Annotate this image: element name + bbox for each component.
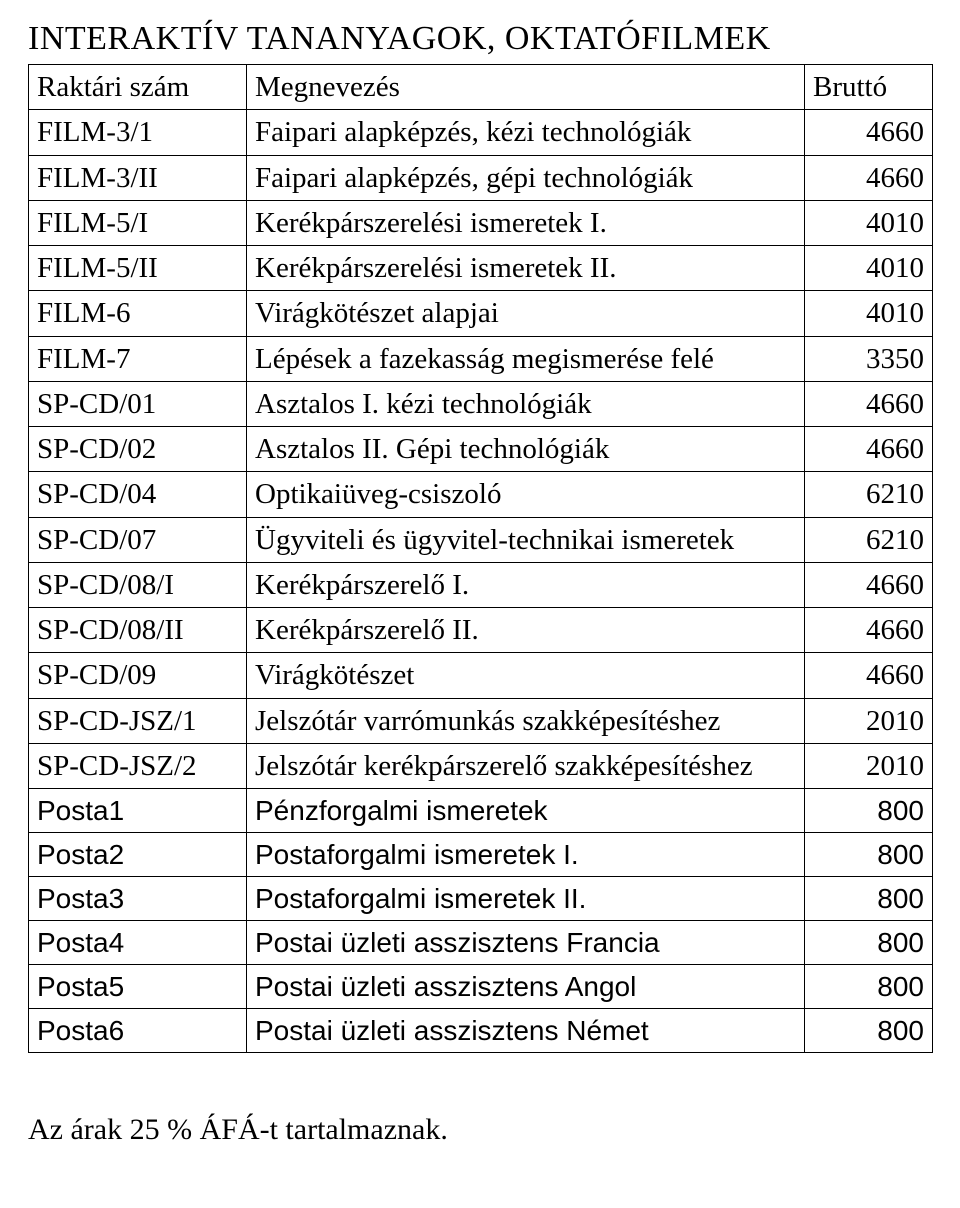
cell-price: 4010	[805, 246, 933, 291]
cell-id: SP-CD-JSZ/2	[29, 743, 247, 788]
cell-id: SP-CD/02	[29, 427, 247, 472]
table-row: FILM-3/1Faipari alapképzés, kézi technol…	[29, 110, 933, 155]
page-title: INTERAKTÍV TANANYAGOK, OKTATÓFILMEK	[28, 20, 932, 58]
cell-price: 800	[805, 921, 933, 965]
cell-price: 4660	[805, 110, 933, 155]
table-row: FILM-3/IIFaipari alapképzés, gépi techno…	[29, 155, 933, 200]
cell-price: 4010	[805, 291, 933, 336]
cell-name: Kerékpárszerelő I.	[247, 562, 805, 607]
cell-id: Posta3	[29, 877, 247, 921]
cell-name: Lépések a fazekasság megismerése felé	[247, 336, 805, 381]
cell-price: 800	[805, 833, 933, 877]
cell-price: 4010	[805, 200, 933, 245]
cell-id: FILM-3/1	[29, 110, 247, 155]
cell-price: 800	[805, 789, 933, 833]
cell-name: Postai üzleti asszisztens Német	[247, 1009, 805, 1053]
cell-name: Asztalos II. Gépi technológiák	[247, 427, 805, 472]
cell-price: 4660	[805, 562, 933, 607]
cell-name: Optikaiüveg-csiszoló	[247, 472, 805, 517]
cell-id: FILM-7	[29, 336, 247, 381]
table-row: SP-CD-JSZ/1Jelszótár varrómunkás szakkép…	[29, 698, 933, 743]
cell-price: 6210	[805, 472, 933, 517]
table-row: SP-CD/09Virágkötészet4660	[29, 653, 933, 698]
header-name: Megnevezés	[247, 65, 805, 110]
cell-id: Posta4	[29, 921, 247, 965]
table-row: FILM-7Lépések a fazekasság megismerése f…	[29, 336, 933, 381]
cell-id: SP-CD/08/I	[29, 562, 247, 607]
cell-price: 4660	[805, 427, 933, 472]
cell-name: Kerékpárszerelési ismeretek II.	[247, 246, 805, 291]
cell-name: Virágkötészet	[247, 653, 805, 698]
cell-name: Postai üzleti asszisztens Francia	[247, 921, 805, 965]
cell-id: FILM-3/II	[29, 155, 247, 200]
table-row: FILM-5/IIKerékpárszerelési ismeretek II.…	[29, 246, 933, 291]
cell-name: Jelszótár kerékpárszerelő szakképesítésh…	[247, 743, 805, 788]
header-id: Raktári szám	[29, 65, 247, 110]
table-row: Posta2Postaforgalmi ismeretek I.800	[29, 833, 933, 877]
cell-id: SP-CD-JSZ/1	[29, 698, 247, 743]
table-row: SP-CD/01Asztalos I. kézi technológiák466…	[29, 381, 933, 426]
table-row: SP-CD/04Optikaiüveg-csiszoló6210	[29, 472, 933, 517]
cell-name: Postai üzleti asszisztens Angol	[247, 965, 805, 1009]
cell-name: Faipari alapképzés, gépi technológiák	[247, 155, 805, 200]
table-row: FILM-6Virágkötészet alapjai4010	[29, 291, 933, 336]
cell-id: Posta5	[29, 965, 247, 1009]
cell-price: 3350	[805, 336, 933, 381]
cell-name: Kerékpárszerelő II.	[247, 608, 805, 653]
cell-id: FILM-5/II	[29, 246, 247, 291]
cell-id: SP-CD/09	[29, 653, 247, 698]
cell-name: Ügyviteli és ügyvitel-technikai ismerete…	[247, 517, 805, 562]
table-row: Posta6Postai üzleti asszisztens Német800	[29, 1009, 933, 1053]
footer-note: Az árak 25 % ÁFÁ-t tartalmaznak.	[28, 1113, 932, 1147]
cell-id: Posta2	[29, 833, 247, 877]
cell-id: SP-CD/01	[29, 381, 247, 426]
cell-name: Jelszótár varrómunkás szakképesítéshez	[247, 698, 805, 743]
cell-name: Postaforgalmi ismeretek I.	[247, 833, 805, 877]
cell-name: Postaforgalmi ismeretek II.	[247, 877, 805, 921]
table-row: FILM-5/IKerékpárszerelési ismeretek I.40…	[29, 200, 933, 245]
cell-name: Kerékpárszerelési ismeretek I.	[247, 200, 805, 245]
product-table: Raktári szám Megnevezés Bruttó FILM-3/1F…	[28, 64, 933, 1053]
cell-id: SP-CD/04	[29, 472, 247, 517]
cell-name: Asztalos I. kézi technológiák	[247, 381, 805, 426]
cell-id: Posta6	[29, 1009, 247, 1053]
table-header-row: Raktári szám Megnevezés Bruttó	[29, 65, 933, 110]
cell-price: 6210	[805, 517, 933, 562]
table-row: SP-CD/07Ügyviteli és ügyvitel-technikai …	[29, 517, 933, 562]
cell-name: Pénzforgalmi ismeretek	[247, 789, 805, 833]
cell-price: 4660	[805, 381, 933, 426]
cell-price: 2010	[805, 743, 933, 788]
cell-price: 4660	[805, 608, 933, 653]
cell-name: Faipari alapképzés, kézi technológiák	[247, 110, 805, 155]
table-row: Posta4Postai üzleti asszisztens Francia8…	[29, 921, 933, 965]
table-row: SP-CD/02Asztalos II. Gépi technológiák46…	[29, 427, 933, 472]
cell-id: SP-CD/07	[29, 517, 247, 562]
cell-id: FILM-6	[29, 291, 247, 336]
cell-price: 800	[805, 877, 933, 921]
cell-price: 4660	[805, 155, 933, 200]
cell-price: 800	[805, 965, 933, 1009]
table-row: SP-CD/08/IKerékpárszerelő I.4660	[29, 562, 933, 607]
cell-price: 4660	[805, 653, 933, 698]
cell-id: Posta1	[29, 789, 247, 833]
table-row: SP-CD-JSZ/2Jelszótár kerékpárszerelő sza…	[29, 743, 933, 788]
table-row: Posta3Postaforgalmi ismeretek II.800	[29, 877, 933, 921]
cell-id: SP-CD/08/II	[29, 608, 247, 653]
table-row: Posta5Postai üzleti asszisztens Angol800	[29, 965, 933, 1009]
table-row: Posta1Pénzforgalmi ismeretek800	[29, 789, 933, 833]
cell-name: Virágkötészet alapjai	[247, 291, 805, 336]
table-row: SP-CD/08/IIKerékpárszerelő II.4660	[29, 608, 933, 653]
cell-price: 800	[805, 1009, 933, 1053]
header-price: Bruttó	[805, 65, 933, 110]
cell-price: 2010	[805, 698, 933, 743]
cell-id: FILM-5/I	[29, 200, 247, 245]
